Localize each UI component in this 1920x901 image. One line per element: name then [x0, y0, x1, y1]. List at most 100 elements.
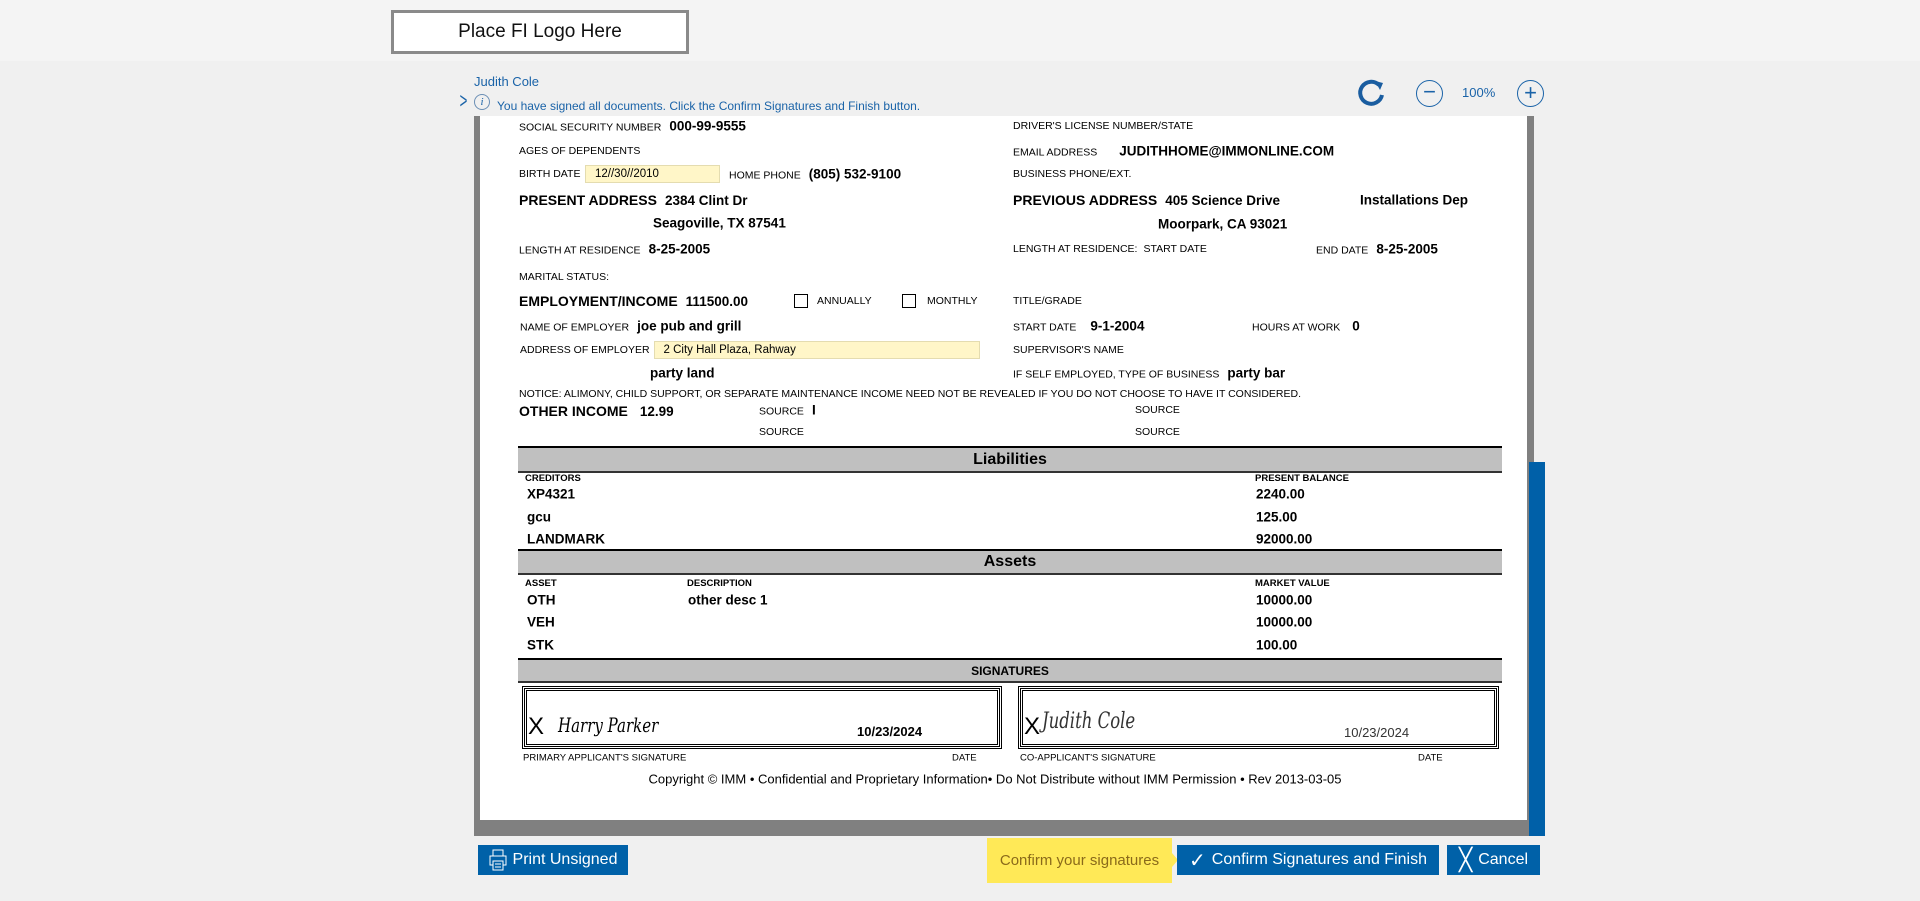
present-address-row: PRESENT ADDRESS 2384 Clint Dr: [519, 192, 747, 208]
market-value-header: MARKET VALUE: [1255, 578, 1330, 589]
logo-text: Place FI Logo Here: [458, 21, 622, 42]
employer-address-row: ADDRESS OF EMPLOYER 2 City Hall Plaza, R…: [520, 341, 980, 359]
previous-address-2: Moorpark, CA 93021: [1158, 216, 1288, 232]
asset-type: OTH: [527, 592, 556, 608]
emp-start-label: START DATE: [1013, 321, 1077, 334]
creditor-balance: 125.00: [1256, 509, 1298, 525]
asset-desc: other desc 1: [688, 592, 768, 608]
assets-header: Assets: [518, 549, 1502, 575]
date-label: DATE: [952, 752, 977, 764]
chevron-right-icon[interactable]: >: [459, 88, 468, 113]
present-address-2: Seagoville, TX 87541: [653, 215, 786, 231]
signatures-header: SIGNATURES: [518, 658, 1502, 683]
monthly-checkbox[interactable]: [902, 294, 916, 308]
cancel-label: Cancel: [1478, 851, 1529, 868]
top-banner: [0, 0, 1920, 61]
print-unsigned-button[interactable]: Print Unsigned: [478, 845, 628, 875]
previous-address-extra: Installations Dep: [1360, 192, 1469, 208]
copyright-text: Copyright © IMM • Confidential and Propr…: [648, 771, 1342, 787]
confirm-finish-label: Confirm Signatures and Finish: [1211, 851, 1427, 868]
length-value: 8-25-2005: [648, 241, 711, 257]
asset-value: 10000.00: [1256, 592, 1313, 608]
length-row: LENGTH AT RESIDENCE 8-25-2005: [519, 242, 710, 257]
employer-address-2: party land: [650, 365, 715, 381]
asset-value: 10000.00: [1256, 614, 1313, 630]
info-icon: i: [474, 94, 490, 110]
length2-row: LENGTH AT RESIDENCE: START DATE: [1013, 243, 1207, 255]
emp-start-row: START DATE 9-1-2004: [1013, 319, 1144, 334]
other-income-value: 12.99: [639, 404, 674, 419]
employment-row: EMPLOYMENT/INCOME 111500.00: [519, 293, 748, 309]
other-income-row: OTHER INCOME 12.99: [519, 403, 674, 419]
sign-x-mark: X: [528, 713, 545, 740]
ssn-label: SOCIAL SECURITY NUMBER: [519, 121, 662, 134]
email-row: EMAIL ADDRESS JUDITHHOME@IMMONLINE.COM: [1013, 144, 1334, 159]
check-icon: ✓: [1189, 849, 1206, 872]
previous-address-1: 405 Science Drive: [1165, 193, 1281, 208]
start-date-label: START DATE: [1143, 243, 1207, 255]
ssn-value: 000-99-9555: [669, 118, 746, 134]
home-phone-label: HOME PHONE: [729, 169, 801, 182]
home-phone-value: (805) 532-9100: [808, 166, 902, 182]
notice-text: NOTICE: ALIMONY, CHILD SUPPORT, OR SEPAR…: [519, 388, 1302, 400]
birth-date-field[interactable]: 12//30//2010: [585, 165, 720, 183]
date-label: DATE: [1418, 752, 1443, 764]
self-employed-value: party bar: [1227, 365, 1286, 381]
employer-address-field[interactable]: 2 City Hall Plaza, Rahway: [653, 341, 980, 359]
confirm-hint: Confirm your signatures: [987, 838, 1172, 883]
employer-label: NAME OF EMPLOYER: [520, 321, 630, 334]
creditor-balance: 2240.00: [1256, 486, 1305, 502]
print-unsigned-label: Print Unsigned: [512, 851, 618, 868]
other-income-label: OTHER INCOME: [519, 403, 628, 419]
confirm-finish-button[interactable]: ✓ Confirm Signatures and Finish: [1177, 845, 1439, 875]
source-row: SOURCE I: [759, 403, 816, 418]
monthly-label: MONTHLY: [927, 295, 978, 307]
hours-row: HOURS AT WORK 0: [1252, 319, 1360, 334]
primary-signature-date: 10/23/2024: [857, 724, 923, 739]
present-address-label: PRESENT ADDRESS: [519, 192, 657, 208]
co-signature-label: CO-APPLICANT'S SIGNATURE: [1020, 752, 1156, 764]
creditors-header: CREDITORS: [525, 473, 581, 484]
length-label: LENGTH AT RESIDENCE: [519, 244, 641, 257]
end-date-label: END DATE: [1316, 244, 1369, 257]
rotate-icon[interactable]: [1355, 77, 1387, 109]
zoom-out-button[interactable]: −: [1416, 80, 1443, 107]
email-label: EMAIL ADDRESS: [1013, 146, 1098, 159]
asset-type: VEH: [527, 614, 555, 630]
scrollbar[interactable]: [1529, 462, 1545, 836]
hint-arrow: [1172, 853, 1178, 867]
end-date-row: END DATE 8-25-2005: [1316, 242, 1438, 257]
employer-value: joe pub and grill: [637, 318, 742, 334]
emp-addr-label: ADDRESS OF EMPLOYER: [520, 344, 650, 356]
end-date-value: 8-25-2005: [1376, 241, 1438, 257]
co-signature-date: 10/23/2024: [1344, 725, 1410, 740]
self-employed-row: IF SELF EMPLOYED, TYPE OF BUSINESS party…: [1013, 366, 1285, 381]
creditor-balance: 92000.00: [1256, 531, 1313, 547]
present-address-1: 2384 Clint Dr: [664, 193, 748, 208]
co-signature: Judith Cole: [1042, 709, 1136, 734]
hours-value: 0: [1352, 318, 1360, 334]
co-signature-box[interactable]: [1018, 686, 1499, 749]
employment-value: 111500.00: [685, 294, 748, 309]
birth-label: BIRTH DATE: [519, 168, 581, 180]
supervisor-label: SUPERVISOR'S NAME: [1013, 344, 1124, 356]
annually-label: ANNUALLY: [817, 295, 872, 307]
previous-address-label: PREVIOUS ADDRESS: [1013, 192, 1158, 208]
liabilities-header: Liabilities: [518, 446, 1502, 473]
info-message: You have signed all documents. Click the…: [497, 99, 921, 113]
source-label: SOURCE: [759, 405, 804, 418]
annually-checkbox[interactable]: [794, 294, 808, 308]
title-label: TITLE/GRADE: [1013, 295, 1082, 307]
logo-placeholder: Place FI Logo Here: [391, 10, 689, 54]
primary-signature-box[interactable]: [522, 686, 1002, 749]
creditor-name: LANDMARK: [527, 531, 605, 547]
employer-row: NAME OF EMPLOYER joe pub and grill: [520, 319, 741, 334]
zoom-in-button[interactable]: +: [1517, 80, 1544, 107]
hours-label: HOURS AT WORK: [1252, 321, 1341, 334]
ages-label: AGES OF DEPENDENTS: [519, 145, 641, 157]
ssn-row: SOCIAL SECURITY NUMBER 000-99-9555: [519, 119, 746, 134]
email-value: JUDITHHOME@IMMONLINE.COM: [1119, 143, 1335, 159]
length2-label: LENGTH AT RESIDENCE:: [1013, 243, 1138, 255]
asset-value: 100.00: [1256, 637, 1298, 653]
cancel-button[interactable]: ╳ Cancel: [1447, 845, 1540, 875]
